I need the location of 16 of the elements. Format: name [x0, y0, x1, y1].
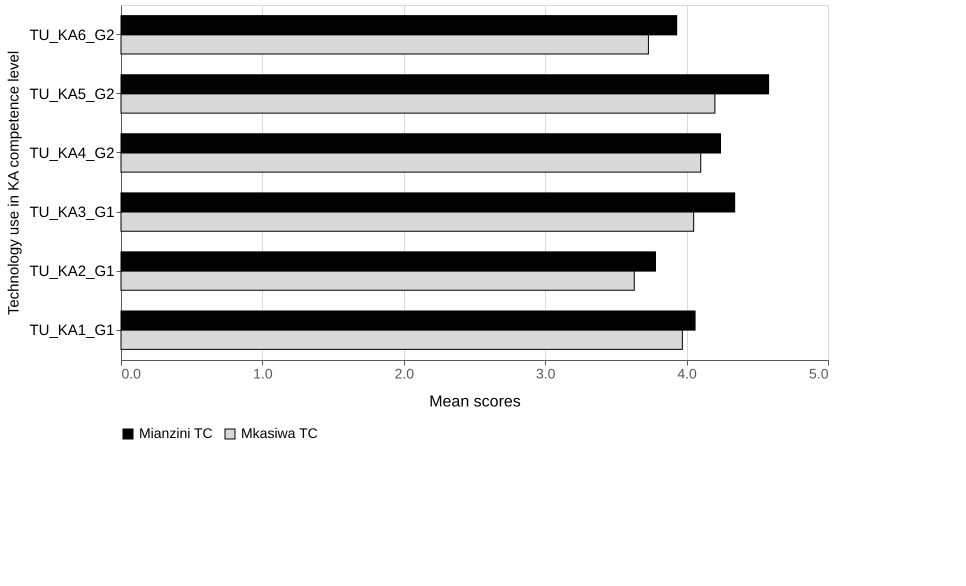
x-tick-label: 3.0 — [536, 366, 556, 382]
y-tick-label: TU_KA4_G2 — [29, 144, 114, 162]
x-tick-label: 0.0 — [122, 366, 142, 382]
x-axis-title: Mean scores — [429, 394, 521, 410]
y-tick-label: TU_KA2_G1 — [29, 263, 114, 280]
y-tick-label: TU_KA3_G1 — [29, 204, 114, 222]
legend-label: Mkasiwa TC — [241, 425, 318, 441]
x-tick-label: 5.0 — [809, 366, 829, 382]
y-tick-label: TU_KA5_G2 — [29, 86, 114, 103]
x-tick-label: 1.0 — [253, 366, 273, 382]
x-tick-label: 2.0 — [394, 366, 414, 382]
y-tick-label: TU_KA1_G1 — [29, 322, 114, 340]
legend-label: Mianzini TC — [139, 425, 213, 441]
y-axis-title: Technology use in KA competence level — [5, 50, 22, 316]
x-tick-label: 4.0 — [677, 366, 698, 382]
y-tick-label: TU_KA6_G2 — [29, 26, 114, 44]
